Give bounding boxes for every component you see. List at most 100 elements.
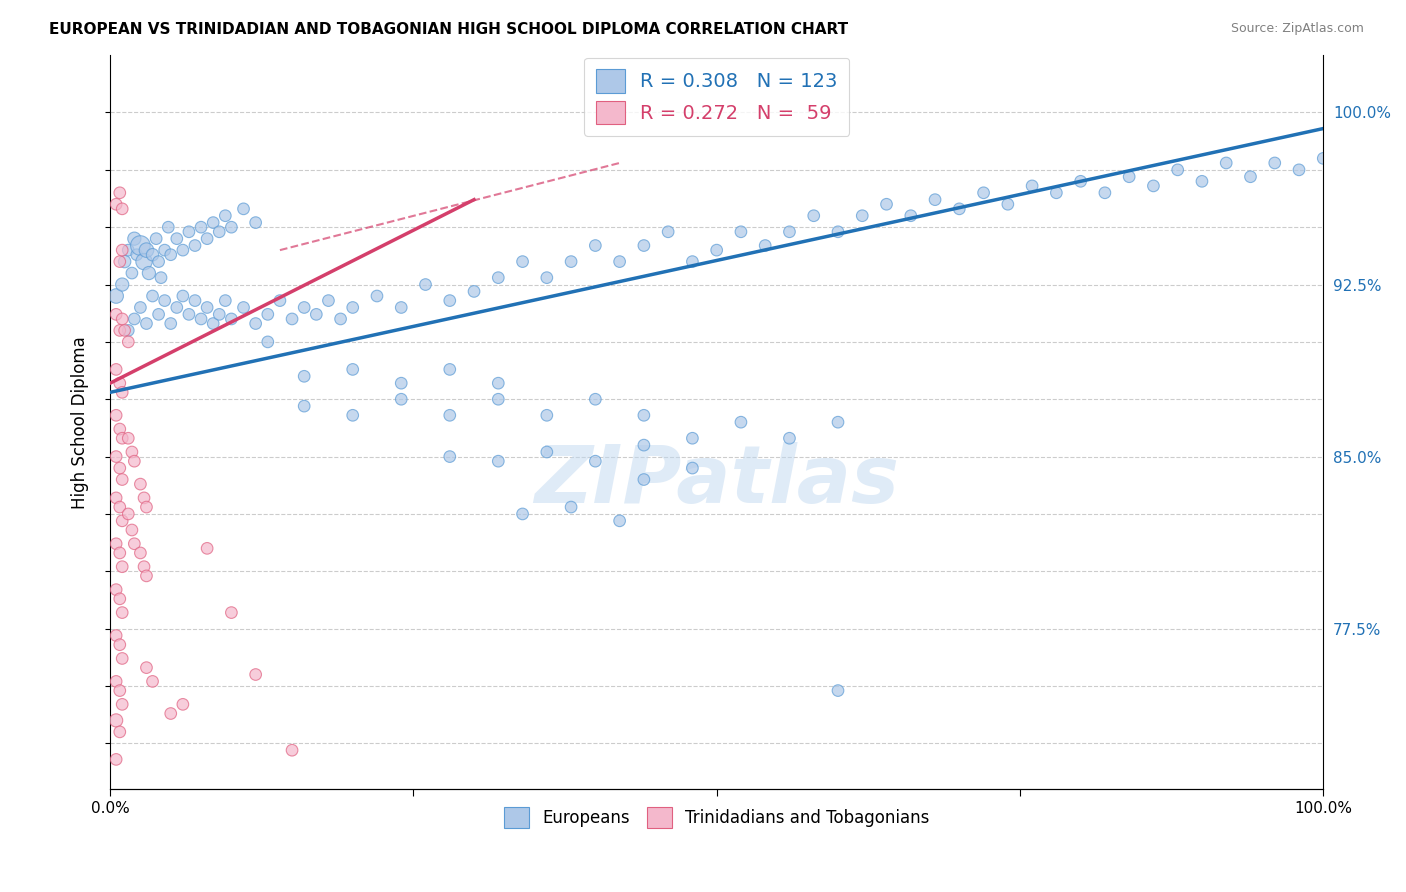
Legend: Europeans, Trinidadians and Tobagonians: Europeans, Trinidadians and Tobagonians: [496, 799, 938, 836]
Point: [536, 409, 558, 423]
Point: [111, 698, 134, 712]
Point: [633, 238, 655, 252]
Point: [803, 209, 825, 223]
Text: EUROPEAN VS TRINIDADIAN AND TOBAGONIAN HIGH SCHOOL DIPLOMA CORRELATION CHART: EUROPEAN VS TRINIDADIAN AND TOBAGONIAN H…: [49, 22, 848, 37]
Point: [145, 232, 167, 246]
Point: [876, 197, 898, 211]
Point: [129, 546, 152, 560]
Point: [184, 238, 207, 252]
Point: [681, 461, 703, 475]
Point: [166, 301, 188, 315]
Point: [583, 454, 606, 468]
Point: [105, 197, 128, 211]
Point: [973, 186, 995, 200]
Point: [177, 225, 200, 239]
Point: [245, 667, 267, 681]
Point: [108, 186, 131, 200]
Point: [609, 254, 631, 268]
Point: [342, 301, 364, 315]
Point: [121, 523, 143, 537]
Point: [1264, 156, 1286, 170]
Point: [141, 289, 163, 303]
Point: [1167, 162, 1189, 177]
Point: [132, 254, 155, 268]
Point: [214, 293, 236, 308]
Point: [221, 220, 243, 235]
Point: [148, 254, 170, 268]
Point: [108, 546, 131, 560]
Point: [1094, 186, 1116, 200]
Point: [329, 312, 352, 326]
Point: [633, 438, 655, 452]
Point: [512, 507, 534, 521]
Point: [132, 559, 155, 574]
Point: [292, 301, 315, 315]
Point: [159, 706, 181, 721]
Point: [111, 473, 134, 487]
Point: [1142, 178, 1164, 193]
Point: [105, 582, 128, 597]
Point: [114, 254, 136, 268]
Point: [166, 232, 188, 246]
Point: [111, 202, 134, 216]
Point: [148, 307, 170, 321]
Point: [292, 399, 315, 413]
Point: [633, 473, 655, 487]
Point: [245, 216, 267, 230]
Point: [105, 537, 128, 551]
Point: [105, 674, 128, 689]
Point: [105, 450, 128, 464]
Point: [117, 431, 139, 445]
Point: [135, 243, 157, 257]
Point: [292, 369, 315, 384]
Point: [948, 202, 970, 216]
Point: [389, 392, 412, 407]
Point: [245, 317, 267, 331]
Point: [778, 431, 800, 445]
Point: [281, 743, 304, 757]
Point: [105, 409, 128, 423]
Point: [1118, 169, 1140, 184]
Point: [1215, 156, 1237, 170]
Point: [463, 285, 485, 299]
Point: [105, 628, 128, 642]
Point: [114, 323, 136, 337]
Point: [108, 323, 131, 337]
Point: [177, 307, 200, 321]
Point: [583, 392, 606, 407]
Point: [108, 724, 131, 739]
Point: [111, 277, 134, 292]
Point: [318, 293, 340, 308]
Point: [111, 559, 134, 574]
Point: [366, 289, 388, 303]
Point: [111, 312, 134, 326]
Point: [439, 362, 461, 376]
Point: [150, 270, 173, 285]
Point: [135, 317, 157, 331]
Point: [924, 193, 946, 207]
Point: [512, 254, 534, 268]
Point: [124, 232, 146, 246]
Point: [486, 454, 509, 468]
Point: [202, 216, 225, 230]
Point: [486, 376, 509, 391]
Point: [1021, 178, 1043, 193]
Point: [172, 698, 194, 712]
Point: [342, 362, 364, 376]
Point: [827, 415, 849, 429]
Point: [121, 445, 143, 459]
Point: [105, 362, 128, 376]
Point: [827, 225, 849, 239]
Point: [129, 301, 152, 315]
Point: [105, 289, 128, 303]
Point: [560, 500, 582, 514]
Point: [900, 209, 922, 223]
Point: [153, 293, 176, 308]
Point: [153, 243, 176, 257]
Point: [232, 202, 254, 216]
Point: [281, 312, 304, 326]
Point: [730, 415, 752, 429]
Point: [111, 243, 134, 257]
Point: [108, 461, 131, 475]
Point: [138, 266, 160, 280]
